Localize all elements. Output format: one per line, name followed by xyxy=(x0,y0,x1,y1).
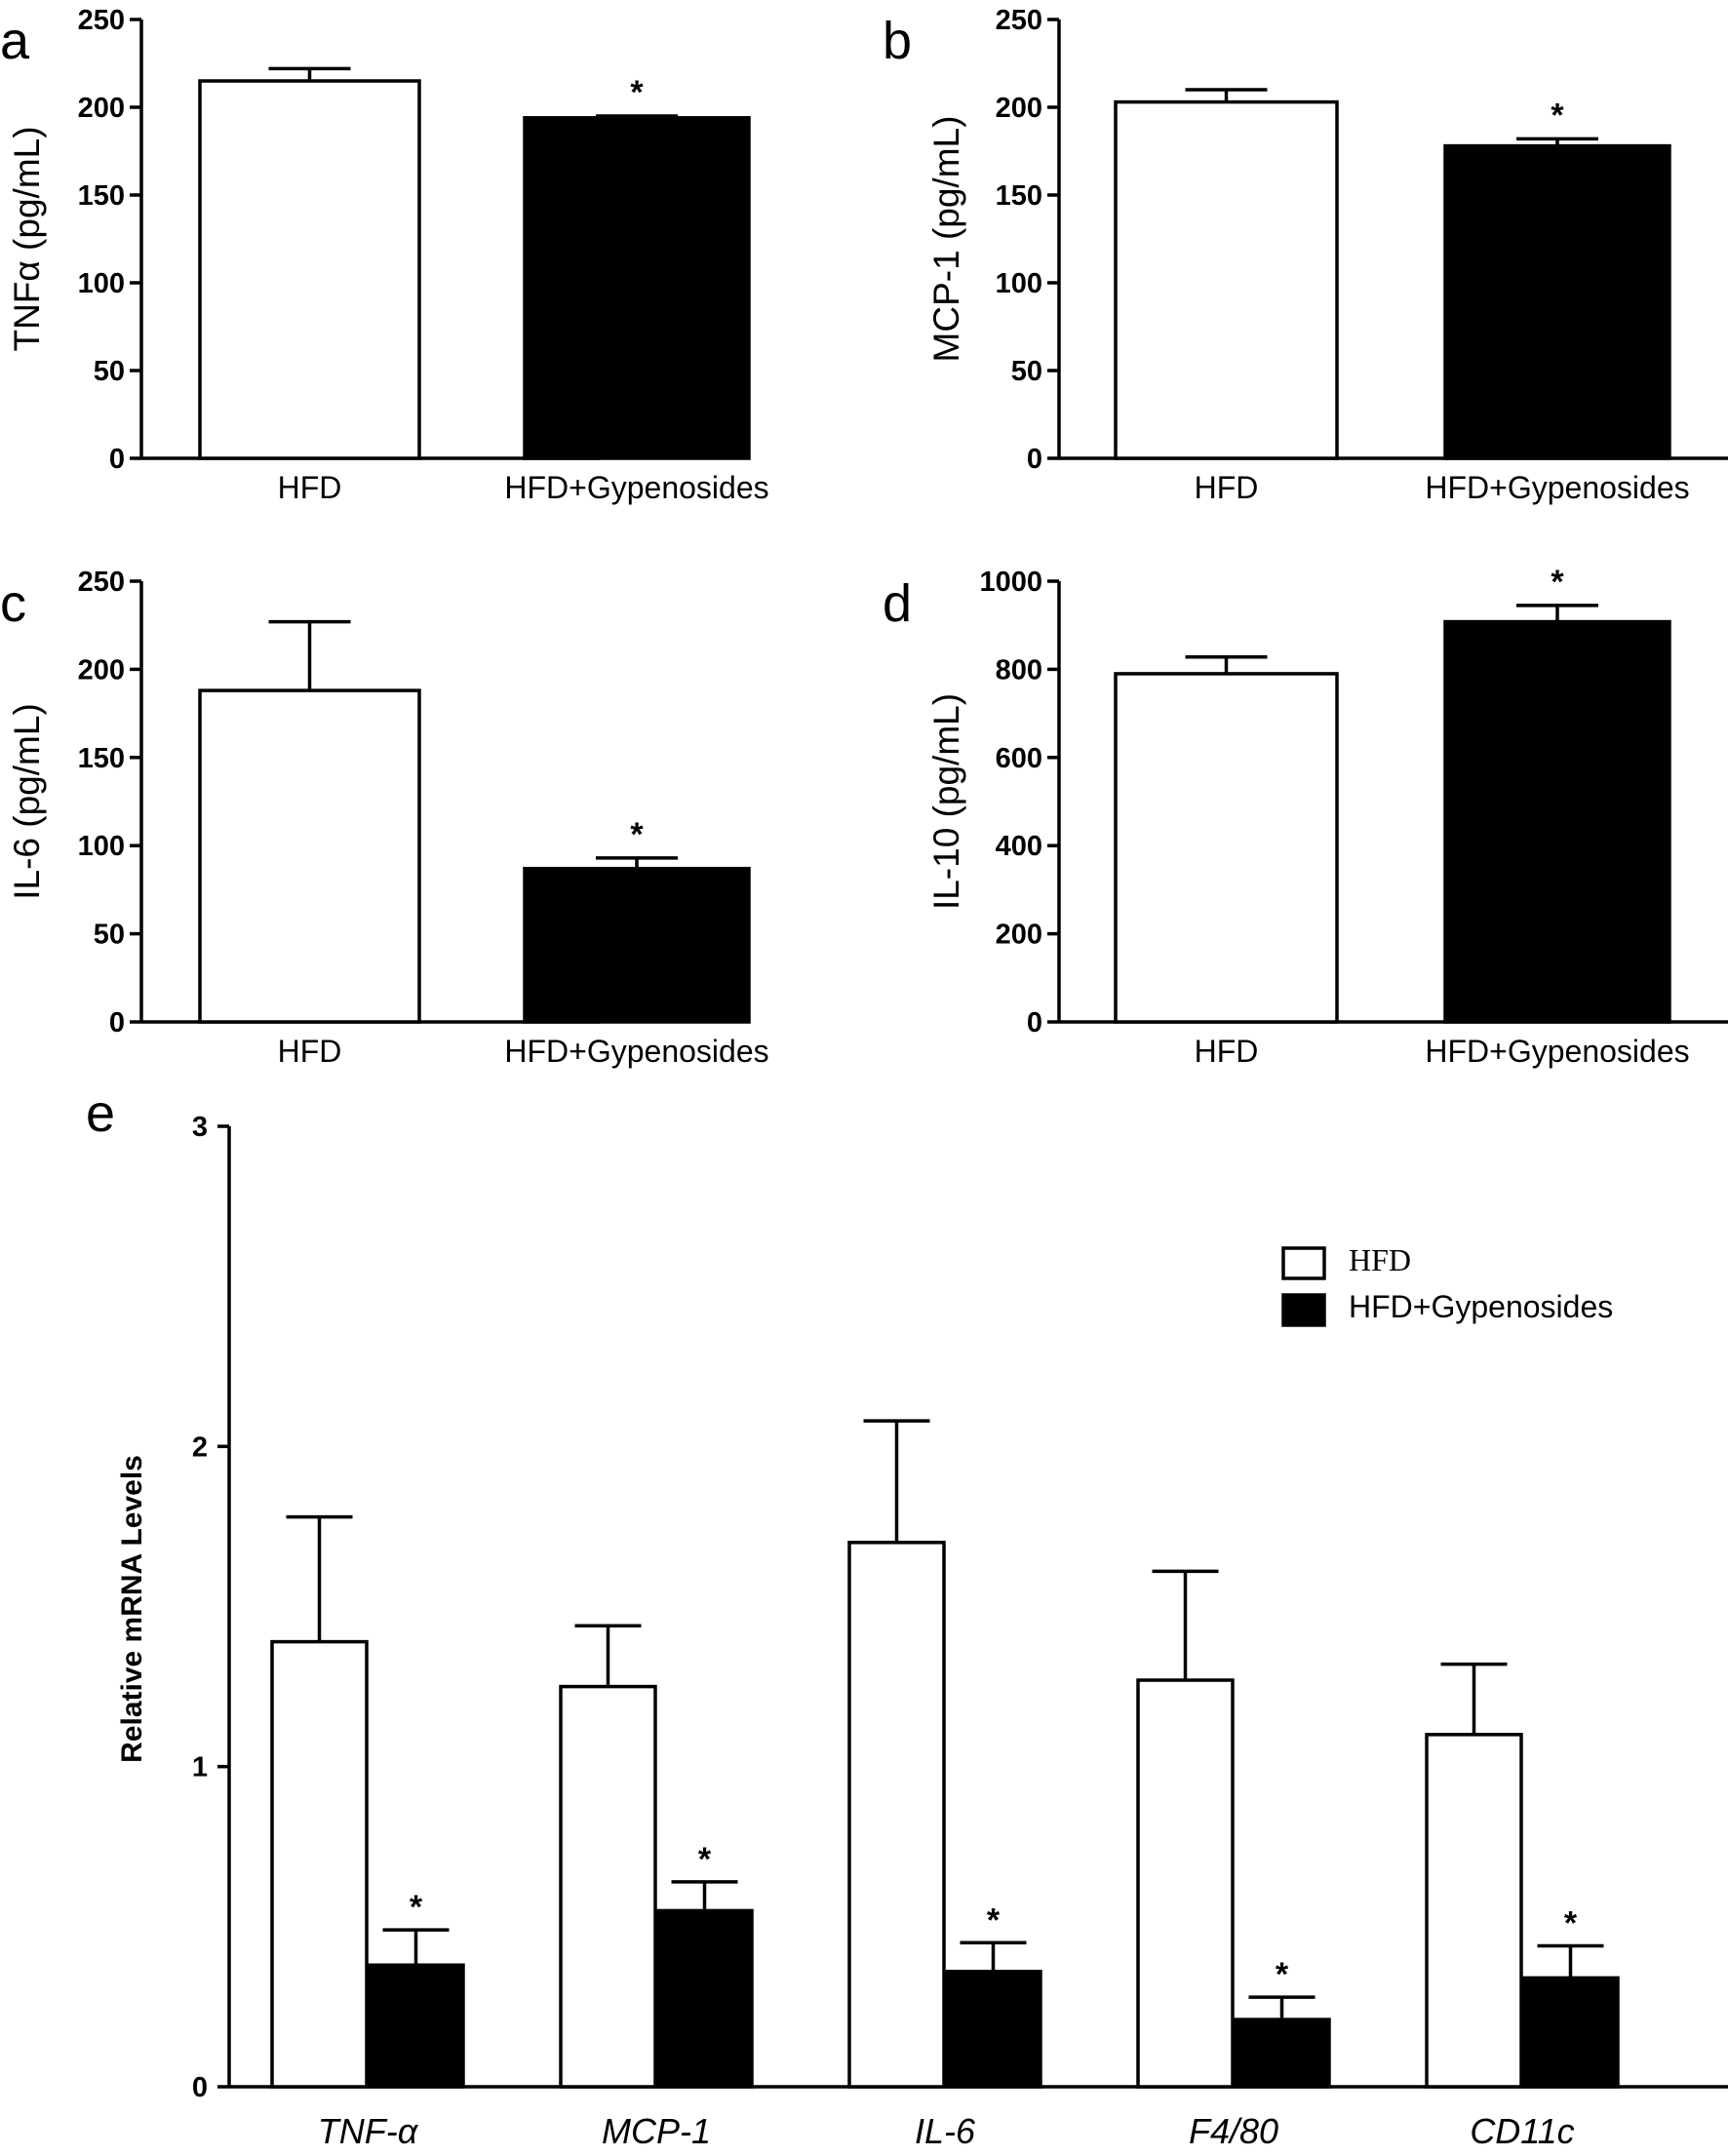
y-tick-label-a: 200 xyxy=(78,93,125,124)
category-label-a: HFD xyxy=(278,470,342,505)
bar-e-hfd xyxy=(1425,1733,1523,2089)
y-tick-label-d: 1000 xyxy=(979,567,1042,598)
category-label-e: MCP-1 xyxy=(602,2111,711,2151)
y-tick-label-e: 1 xyxy=(192,1752,208,1784)
y-axis-label-c: IL-6 (pg/mL) xyxy=(7,703,47,900)
y-tick-label-d: 200 xyxy=(996,920,1042,951)
category-label-c: HFD+Gypenosides xyxy=(504,1034,768,1069)
bar-e-gypenosides xyxy=(1233,2018,1331,2089)
significance-star-e: * xyxy=(1564,1905,1578,1942)
bar-e-hfd xyxy=(1136,1678,1235,2089)
bar-b-hfd xyxy=(1114,99,1339,460)
bar-e-gypenosides xyxy=(655,1908,754,2089)
significance-star-e: * xyxy=(410,1889,423,1926)
bar-e-gypenosides xyxy=(944,1970,1042,2089)
panel-a: a 0 50 100 150 200 250 TNFα (pg/mL) HFD * HFD+Gype… xyxy=(0,5,769,505)
significance-star-a: * xyxy=(630,74,644,111)
y-tick-label-d: 800 xyxy=(996,654,1042,686)
category-label-e: CD11c xyxy=(1470,2111,1574,2151)
panel-letter-c: c xyxy=(0,574,26,633)
panel-letter-e: e xyxy=(86,1084,115,1143)
panel-letter-b: b xyxy=(883,12,912,70)
category-label-b: HFD+Gypenosides xyxy=(1425,470,1689,505)
y-tick-label-c: 0 xyxy=(109,1007,125,1039)
y-tick-label-a: 0 xyxy=(109,444,125,475)
category-label-d: HFD+Gypenosides xyxy=(1425,1034,1689,1069)
y-tick-label-a: 150 xyxy=(78,180,125,212)
category-label-b: HFD xyxy=(1195,470,1259,505)
y-tick-label-e: 0 xyxy=(192,2072,208,2103)
y-axis-label-b: MCP-1 (pg/mL) xyxy=(926,116,966,363)
bar-d-gypenosides xyxy=(1443,619,1671,1024)
category-label-c: HFD xyxy=(278,1034,342,1069)
y-tick-label-d: 400 xyxy=(996,831,1042,862)
y-axis-label-e: Relative mRNA Levels xyxy=(116,1455,148,1763)
y-tick-label-b: 0 xyxy=(1027,444,1042,475)
legend-swatch-gypenosides xyxy=(1281,1293,1326,1327)
bar-c-gypenosides xyxy=(523,866,751,1024)
category-label-e: TNF-α xyxy=(318,2111,419,2151)
y-tick-label-a: 100 xyxy=(78,268,125,299)
y-tick-label-c: 50 xyxy=(94,920,125,951)
significance-star-e: * xyxy=(698,1841,712,1878)
legend-label-gypenosides: HFD+Gypenosides xyxy=(1349,1289,1613,1324)
category-label-e: IL-6 xyxy=(915,2111,976,2151)
legend-label-hfd: HFD xyxy=(1349,1242,1411,1277)
panel-b: b 0 50 100 150 200 250 MCP-1 (pg/mL) HFD * HFD+Gyp… xyxy=(883,5,1728,505)
y-tick-label-c: 150 xyxy=(78,743,125,774)
significance-star-c: * xyxy=(630,816,644,853)
panel-d: d 0 200 400 600 800 1000 IL-10 (pg/mL) HFD * HFD+G… xyxy=(883,564,1728,1069)
bar-b-gypenosides xyxy=(1443,143,1671,460)
y-axis-label-a: TNFα (pg/mL) xyxy=(7,126,47,351)
bar-e-hfd xyxy=(847,1541,946,2089)
bar-a-hfd xyxy=(198,79,421,460)
y-tick-label-b: 150 xyxy=(996,180,1042,212)
panel-e: e 0 1 2 3 Relative mRNA Levels * TNF-α * MCP-1 * IL… xyxy=(86,1084,1728,2151)
y-tick-label-e: 3 xyxy=(192,1112,208,1143)
bar-a-gypenosides xyxy=(523,116,751,460)
y-tick-label-a: 250 xyxy=(78,5,125,36)
y-tick-label-d: 600 xyxy=(996,743,1042,774)
y-tick-label-c: 250 xyxy=(78,567,125,598)
bar-e-hfd xyxy=(270,1639,369,2089)
bar-c-hfd xyxy=(198,688,421,1024)
y-axis-label-d: IL-10 (pg/mL) xyxy=(926,693,966,910)
y-tick-label-c: 100 xyxy=(78,831,125,862)
y-tick-label-b: 250 xyxy=(996,5,1042,36)
y-tick-label-b: 100 xyxy=(996,268,1042,299)
significance-star-d: * xyxy=(1551,564,1564,601)
category-label-d: HFD xyxy=(1195,1034,1259,1069)
bar-e-hfd xyxy=(559,1684,657,2089)
y-tick-label-a: 50 xyxy=(94,356,125,387)
panel-letter-d: d xyxy=(883,574,912,633)
y-tick-label-d: 0 xyxy=(1027,1007,1042,1039)
legend-swatch-hfd xyxy=(1281,1246,1326,1280)
y-tick-label-e: 2 xyxy=(192,1431,208,1463)
bar-e-gypenosides xyxy=(1521,1976,1620,2089)
significance-star-b: * xyxy=(1551,97,1564,134)
significance-star-e: * xyxy=(1276,1956,1289,1993)
category-label-a: HFD+Gypenosides xyxy=(504,470,768,505)
y-tick-label-b: 50 xyxy=(1011,356,1042,387)
bar-d-hfd xyxy=(1114,672,1339,1024)
bar-e-gypenosides xyxy=(367,1963,465,2089)
category-label-e: F4/80 xyxy=(1189,2111,1278,2151)
panel-letter-a: a xyxy=(0,12,30,70)
y-tick-label-c: 200 xyxy=(78,654,125,686)
y-tick-label-b: 200 xyxy=(996,93,1042,124)
panel-c: c 0 50 100 150 200 250 IL-6 (pg/mL) HFD * HFD+Gype… xyxy=(0,567,769,1069)
legend: HFD HFD+Gypenosides xyxy=(1281,1242,1613,1327)
significance-star-e: * xyxy=(987,1901,1001,1939)
